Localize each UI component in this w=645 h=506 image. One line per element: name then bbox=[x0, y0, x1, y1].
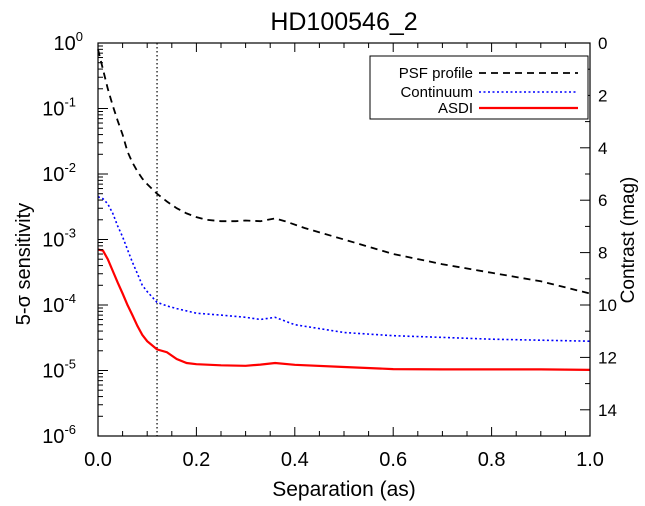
legend-label-continuum: Continuum bbox=[400, 84, 473, 101]
y-tick-label: 10-5 bbox=[42, 357, 76, 383]
plot-frame bbox=[97, 42, 591, 437]
y2-tick-label: 4 bbox=[598, 139, 607, 158]
y-tick-label: 10-2 bbox=[42, 160, 76, 186]
series-line-1 bbox=[97, 195, 591, 342]
y2-tick-label: 14 bbox=[598, 401, 617, 420]
y-tick-label: 10-6 bbox=[42, 422, 76, 448]
series-line-2 bbox=[97, 248, 591, 371]
y2-tick-label: 10 bbox=[598, 296, 617, 315]
chart-title: HD100546_2 bbox=[270, 8, 417, 36]
y2-tick-label: 2 bbox=[598, 86, 607, 105]
plot-area bbox=[97, 43, 591, 436]
x-tick-label: 1.0 bbox=[576, 449, 604, 471]
x-tick-label: 0.2 bbox=[182, 449, 210, 471]
x-tick-label: 0.8 bbox=[478, 449, 506, 471]
y-tick-label: 10-3 bbox=[42, 226, 76, 252]
y2-tick-label: 6 bbox=[598, 191, 607, 210]
x-tick-label: 0.0 bbox=[84, 449, 112, 471]
y2-axis-label: Contrast (mag) bbox=[618, 177, 639, 304]
y-tick-label: 100 bbox=[54, 29, 83, 55]
y2-tick-label: 12 bbox=[598, 348, 617, 367]
series-line-0 bbox=[97, 49, 591, 295]
x-axis-label: Separation (as) bbox=[272, 478, 416, 501]
legend-label-psf: PSF profile bbox=[399, 65, 473, 82]
y2-tick-label: 8 bbox=[598, 244, 607, 263]
legend: PSF profile Continuum ASDI bbox=[369, 55, 589, 120]
x-tick-label: 0.6 bbox=[379, 449, 407, 471]
y-tick-label: 10-4 bbox=[42, 291, 76, 317]
y2-tick-label: 0 bbox=[598, 34, 607, 53]
y-tick-label: 10-1 bbox=[42, 95, 76, 121]
legend-label-asdi: ASDI bbox=[438, 100, 473, 117]
x-tick-label: 0.4 bbox=[281, 449, 309, 471]
axis-ticks: 0.0 0.2 0.4 0.6 0.8 1.010010-110-210-310-410-… bbox=[42, 29, 617, 471]
y-axis-label: 5-σ sensitivity bbox=[13, 203, 35, 325]
